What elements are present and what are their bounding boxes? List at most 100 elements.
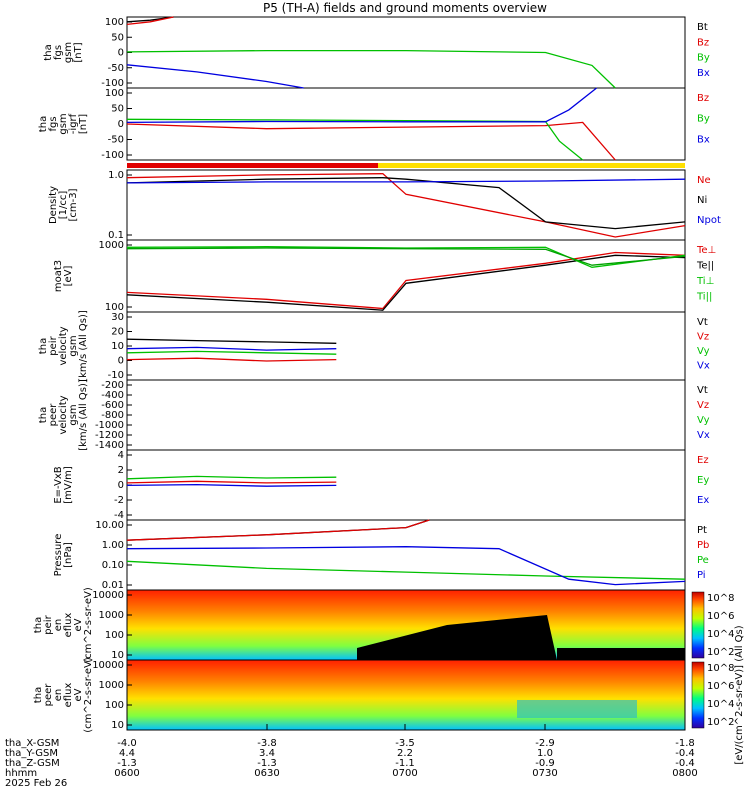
y-tick-label: 100 — [105, 630, 124, 641]
y-tick-label: 100 — [105, 302, 124, 313]
y-tick-label: 1000 — [99, 610, 124, 621]
y-tick-label: -50 — [108, 63, 124, 74]
spectrogram-black-region — [357, 615, 557, 660]
y-tick-label: 0.01 — [102, 580, 124, 591]
y-tick-label: -600 — [101, 400, 124, 411]
series-Bz-line — [126, 121, 616, 161]
series-Ex-line — [126, 483, 337, 487]
x-row-value: -4.0 — [117, 738, 137, 749]
y-axis-label: gsm — [58, 113, 69, 134]
x-row-value: -0.4 — [675, 748, 695, 759]
y-tick-label: -400 — [101, 390, 124, 401]
y-tick-label: 1000 — [99, 680, 124, 691]
y-axis-label: eV — [73, 688, 84, 701]
series-Ti-line — [126, 247, 686, 266]
x-row-value: -2.9 — [535, 738, 555, 749]
y-tick-label: 0.1 — [108, 230, 124, 241]
y-axis-label: gsm — [68, 404, 79, 425]
legend-entry: Vz — [697, 332, 709, 343]
legend-entry: By — [697, 53, 710, 64]
x-row-value: -3.8 — [257, 738, 277, 749]
x-row-label: tha_X-GSM — [5, 738, 59, 749]
y-axis-label: velocity — [58, 395, 69, 434]
colorbar-peir_en — [691, 591, 705, 659]
y-axis-label: Density — [48, 186, 59, 224]
series-Vy-line — [126, 350, 337, 355]
x-row-label: hhmm — [5, 768, 37, 779]
y-axis-label: -igrf — [68, 113, 79, 134]
y-axis-label: peer — [48, 403, 59, 427]
legend-entry: Ti|| — [696, 292, 712, 303]
y-axis-label: [1/cc] — [58, 191, 69, 220]
series-Te-line — [126, 251, 686, 310]
y-tick-label: -50 — [108, 135, 124, 146]
panel-pressure: 10.00 1.00 0.10 0.01 Pressure [nPa] Pt Pb Pe Pi — [53, 519, 709, 591]
y-tick-label: 10 — [111, 650, 124, 661]
x-row-value: 4.4 — [119, 748, 135, 759]
legend-entry: Ez — [697, 455, 709, 466]
legend-entry: Bx — [697, 134, 710, 145]
y-tick-label: 100 — [105, 700, 124, 711]
x-row-value: 0730 — [532, 768, 557, 779]
y-tick-label: -200 — [101, 380, 124, 391]
y-axis-label: [km/s (All Qs)] — [78, 379, 89, 451]
colorbar-tick-label: 10^4 — [707, 629, 734, 640]
figure-title: P5 (TH-A) fields and ground moments over… — [263, 1, 547, 15]
x-row-value: 2.2 — [397, 748, 413, 759]
series-Bx-line — [126, 87, 598, 124]
panel-frame — [126, 239, 686, 313]
colorbar-tick-label: 10^2 — [707, 717, 734, 728]
panel-peir_vel: 30 20 10 0 -10 tha peir velocity gsm [km/s (All Q… — [38, 310, 710, 382]
colorbar-tick-label: 10^6 — [707, 681, 734, 692]
y-axis-label: tha — [38, 407, 49, 423]
legend-entry: Pt — [697, 525, 707, 536]
y-tick-label: 4 — [118, 450, 124, 461]
series-By-line — [126, 49, 616, 89]
legend-entry: Vy — [697, 415, 710, 426]
y-tick-label: 0 — [118, 480, 124, 491]
y-axis-label: peir — [43, 614, 54, 634]
y-axis-label: [km/s (All Qs)] — [78, 310, 89, 382]
y-axis-label: tha — [43, 44, 54, 60]
x-row-label: tha_Y-GSM — [5, 748, 58, 759]
x-row-value: -1.1 — [395, 758, 415, 769]
x-row-value: 3.4 — [259, 748, 275, 759]
y-tick-label: 100 — [105, 17, 124, 28]
status-bar-yellow — [378, 163, 685, 168]
y-tick-label: -100 — [101, 78, 124, 89]
y-axis-label: E=-VxB — [53, 466, 64, 503]
colorbar-tick-label: 10^8 — [707, 663, 734, 674]
legend-entry: Npot — [697, 215, 721, 226]
y-tick-label: -1400 — [95, 440, 124, 451]
series-Ne-line — [126, 173, 686, 238]
legend-entry: Vy — [697, 346, 710, 357]
y-tick-label: 50 — [111, 104, 124, 115]
y-axis-label: eflux — [63, 613, 74, 638]
y-axis-label: peir — [48, 335, 59, 355]
panel-frame — [126, 379, 686, 451]
spectrogram-cool-region — [517, 700, 637, 718]
y-axis-label: moat3 — [53, 260, 64, 292]
y-tick-label: 50 — [111, 32, 124, 43]
y-tick-label: 10 — [111, 720, 124, 731]
legend-entry: Te⊥ — [696, 245, 716, 256]
y-axis-label: gsm — [68, 335, 79, 356]
series-Pe-line — [126, 560, 686, 580]
x-row-label: tha_Z-GSM — [5, 758, 60, 769]
series-Pi-line — [126, 546, 686, 586]
y-axis-label: eflux — [63, 683, 74, 708]
panel-frame — [126, 311, 686, 381]
x-row-value: -3.5 — [395, 738, 415, 749]
y-tick-label: 10 — [111, 341, 124, 352]
panel-peir_en: 10^8 10^6 10^4 10^2 10000 1000 100 10 tha peir en e… — [33, 587, 734, 663]
x-row-value: 1.0 — [537, 748, 553, 759]
y-axis-label: tha — [38, 116, 49, 132]
colorbar-peer_en — [691, 661, 705, 729]
x-row-value: -1.8 — [675, 738, 695, 749]
y-tick-label: -100 — [101, 150, 124, 161]
legend-entry: Bx — [697, 68, 710, 79]
y-tick-label: 0 — [118, 356, 124, 367]
y-axis-label: [mV/m] — [63, 466, 74, 504]
y-axis-label: en — [53, 619, 64, 632]
